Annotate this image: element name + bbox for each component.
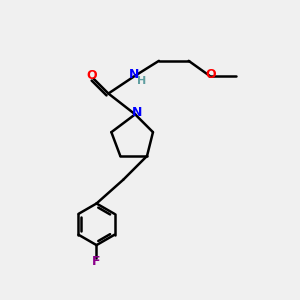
- Text: O: O: [205, 68, 216, 81]
- Text: N: N: [128, 68, 139, 81]
- Text: O: O: [87, 69, 98, 82]
- Text: F: F: [92, 255, 101, 268]
- Text: N: N: [132, 106, 143, 119]
- Text: H: H: [137, 76, 146, 86]
